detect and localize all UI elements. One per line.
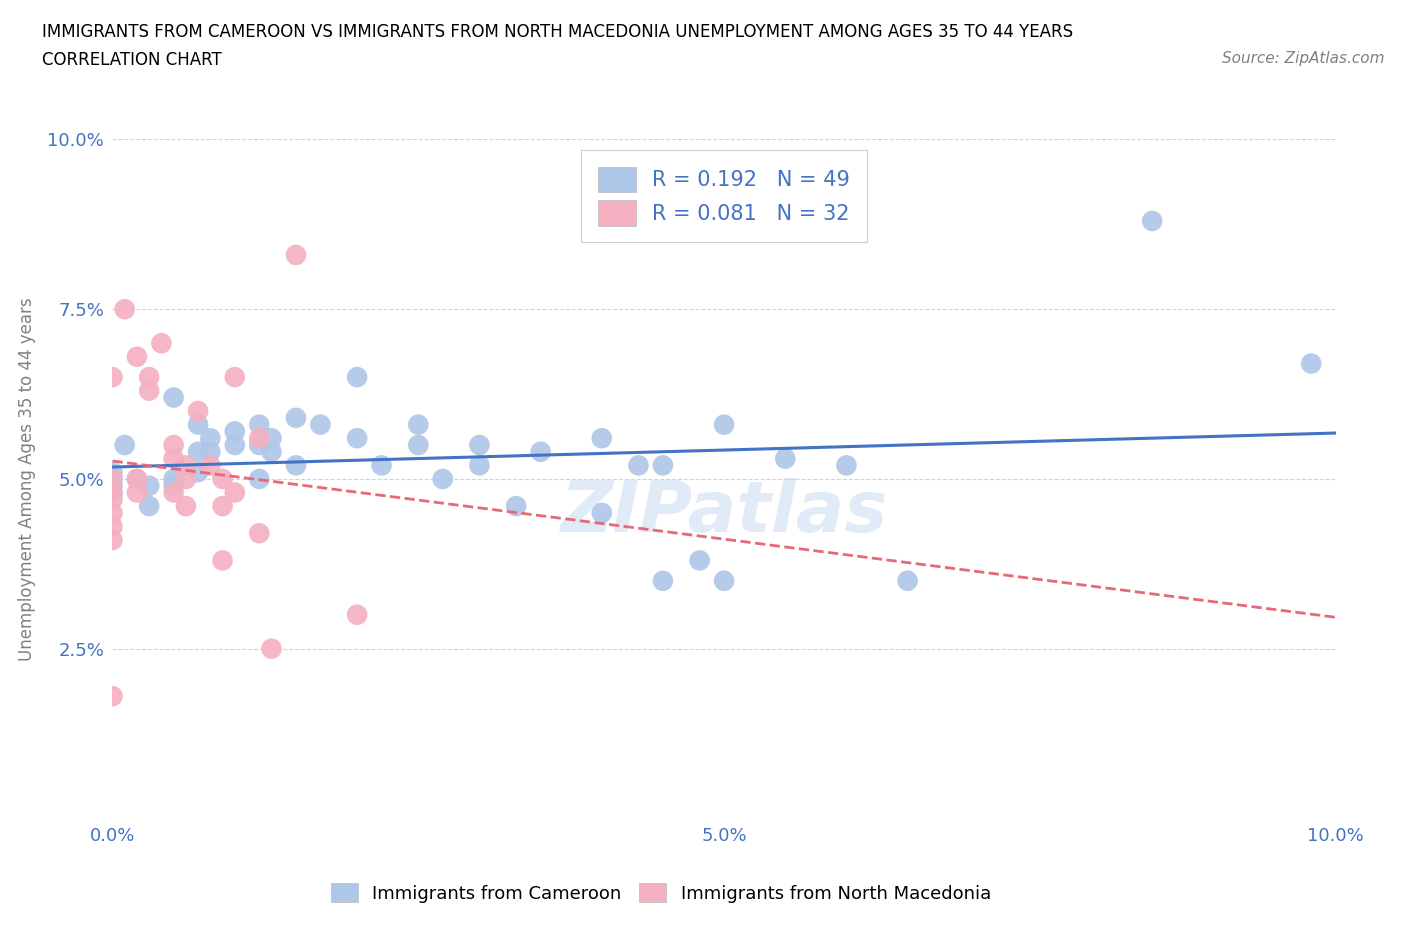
Point: [101, 492, 124, 507]
Point: [591, 506, 613, 521]
Point: [627, 458, 650, 472]
Legend: R = 0.192   N = 49, R = 0.081   N = 32: R = 0.192 N = 49, R = 0.081 N = 32: [582, 150, 866, 243]
Point: [174, 498, 197, 513]
Point: [101, 472, 124, 486]
Point: [346, 607, 368, 622]
Point: [713, 418, 735, 432]
Point: [187, 418, 209, 432]
Point: [247, 431, 270, 445]
Point: [163, 451, 186, 466]
Point: [775, 451, 797, 466]
Point: [247, 525, 270, 540]
Point: [211, 472, 233, 486]
Point: [370, 458, 392, 472]
Text: IMMIGRANTS FROM CAMEROON VS IMMIGRANTS FROM NORTH MACEDONIA UNEMPLOYMENT AMONG A: IMMIGRANTS FROM CAMEROON VS IMMIGRANTS F…: [42, 23, 1073, 41]
Point: [1301, 356, 1323, 371]
Point: [309, 418, 332, 432]
Point: [163, 390, 186, 405]
Point: [114, 438, 136, 453]
Point: [101, 472, 124, 486]
Point: [101, 689, 124, 704]
Point: [260, 642, 283, 657]
Point: [138, 478, 160, 493]
Point: [432, 472, 454, 486]
Point: [163, 485, 186, 500]
Point: [200, 445, 222, 459]
Point: [101, 465, 124, 480]
Point: [260, 431, 283, 445]
Point: [101, 519, 124, 534]
Point: [652, 573, 675, 589]
Point: [163, 478, 186, 493]
Point: [211, 498, 233, 513]
Point: [187, 445, 209, 459]
Point: [284, 458, 308, 472]
Point: [200, 431, 222, 445]
Point: [125, 472, 148, 486]
Point: [408, 438, 430, 453]
Point: [1142, 214, 1164, 229]
Point: [346, 431, 368, 445]
Point: [174, 472, 197, 486]
Point: [211, 553, 233, 568]
Point: [247, 418, 270, 432]
Point: [187, 465, 209, 480]
Point: [125, 485, 148, 500]
Point: [125, 350, 148, 365]
Point: [260, 445, 283, 459]
Point: [101, 478, 124, 493]
Point: [224, 424, 246, 439]
Point: [187, 404, 209, 418]
Point: [652, 458, 675, 472]
Point: [224, 485, 246, 500]
Point: [689, 553, 711, 568]
Point: [897, 573, 920, 589]
Text: CORRELATION CHART: CORRELATION CHART: [42, 51, 222, 69]
Point: [835, 458, 858, 472]
Point: [530, 445, 553, 459]
Point: [505, 498, 527, 513]
Point: [138, 383, 160, 398]
Point: [163, 438, 186, 453]
Point: [101, 369, 124, 385]
Point: [247, 472, 270, 486]
Point: [200, 458, 222, 472]
Point: [125, 472, 148, 486]
Legend: Immigrants from Cameroon, Immigrants from North Macedonia: Immigrants from Cameroon, Immigrants fro…: [322, 874, 1000, 911]
Point: [174, 458, 197, 472]
Point: [101, 533, 124, 548]
Text: ZIPatlas: ZIPatlas: [561, 478, 887, 548]
Point: [284, 410, 308, 425]
Point: [408, 418, 430, 432]
Text: Source: ZipAtlas.com: Source: ZipAtlas.com: [1222, 51, 1385, 66]
Point: [114, 301, 136, 316]
Point: [346, 369, 368, 385]
Point: [101, 485, 124, 500]
Y-axis label: Unemployment Among Ages 35 to 44 years: Unemployment Among Ages 35 to 44 years: [18, 298, 37, 660]
Point: [284, 247, 308, 262]
Point: [591, 431, 613, 445]
Point: [138, 369, 160, 385]
Point: [224, 438, 246, 453]
Point: [101, 485, 124, 500]
Point: [247, 438, 270, 453]
Point: [138, 498, 160, 513]
Point: [468, 458, 491, 472]
Point: [468, 438, 491, 453]
Point: [224, 369, 246, 385]
Point: [713, 573, 735, 589]
Point: [150, 336, 173, 351]
Point: [163, 472, 186, 486]
Point: [101, 506, 124, 521]
